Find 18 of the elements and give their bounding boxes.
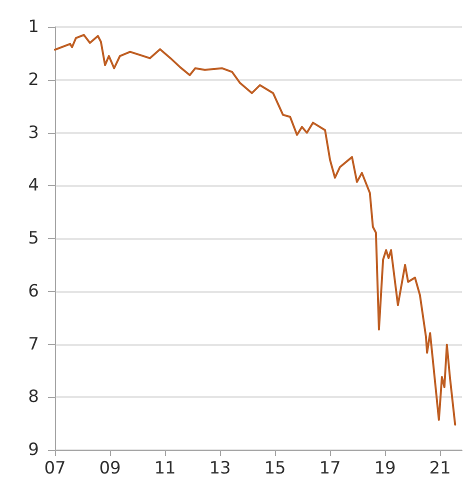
x-tick-label: 19 — [374, 458, 396, 478]
x-tick-label: 09 — [99, 458, 121, 478]
y-tick-label: 4 — [28, 176, 39, 196]
y-tick-label: 9 — [28, 440, 39, 460]
y-tick-label: 1 — [28, 17, 39, 37]
y-tick-label: 6 — [28, 281, 39, 302]
y-tick-label: 3 — [28, 122, 39, 143]
x-tick-label: 07 — [44, 458, 66, 478]
y-tick-label: 2 — [28, 70, 39, 90]
y-tick-label: 5 — [28, 228, 39, 248]
y-tick-label: 8 — [28, 387, 39, 408]
y-tick-label: 7 — [28, 334, 39, 354]
x-tick-label: 15 — [264, 458, 286, 478]
x-tick-label: 21 — [429, 458, 451, 478]
line-series — [54, 34, 456, 426]
x-tick-label: 13 — [209, 458, 231, 478]
x-tick-label: 17 — [319, 458, 341, 478]
x-tick-label: 11 — [154, 458, 176, 478]
